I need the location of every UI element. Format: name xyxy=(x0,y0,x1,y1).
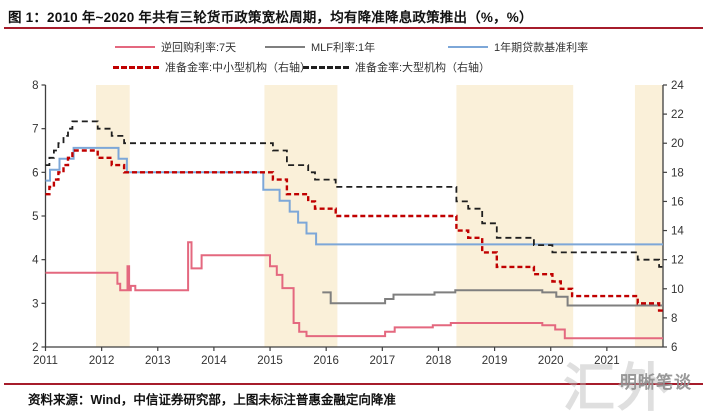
legend-swatch-reverse-repo xyxy=(115,46,155,48)
y-right-tick-label: 14 xyxy=(671,226,684,238)
legend-label: MLF利率:1年 xyxy=(311,42,376,54)
y-right-tick-label: 18 xyxy=(671,167,684,179)
legend-label: 准备金率:中小型机构（右轴） xyxy=(165,62,312,74)
y-left-tick-label: 8 xyxy=(32,80,38,92)
x-tick-label: 2011 xyxy=(33,355,58,367)
source-divider-rule xyxy=(4,383,703,385)
x-tick-label: 2017 xyxy=(370,355,396,367)
y-right-tick-label: 20 xyxy=(671,138,684,150)
series-mlf-1y xyxy=(322,289,663,307)
x-tick-label: 2019 xyxy=(482,355,508,367)
y-left-tick-label: 6 xyxy=(32,167,38,179)
legend-swatch-rrr-large xyxy=(303,65,349,69)
title-divider-rule xyxy=(4,27,703,29)
source-note: 资料来源：Wind，中信证券研究部，上图未标注普惠金融定向降准 xyxy=(28,393,396,407)
series-rrr-small-medium xyxy=(45,149,663,312)
chart-svg: 2 3 4 5 6 7 8 6 8 10 12 14 16 18 20 22 24 2011 2012 2013 201… xyxy=(32,80,684,367)
y-left-tick-label: 2 xyxy=(32,342,38,354)
legend-item-mlf: MLF利率:1年 xyxy=(265,40,375,54)
x-tick-label: 2014 xyxy=(201,355,227,367)
series-rrr-large xyxy=(45,120,663,268)
series-reverse-repo-7d xyxy=(45,241,663,340)
x-tick-label: 2015 xyxy=(257,355,283,367)
y-right-tick-label: 22 xyxy=(671,109,684,121)
y-left-tick-label: 5 xyxy=(32,211,38,223)
legend-label: 准备金率:大型机构（右轴） xyxy=(355,62,491,74)
legend-item-rrr-large: 准备金率:大型机构（右轴） xyxy=(303,60,490,74)
x-tick-label: 2013 xyxy=(145,355,171,367)
y-right-tick-label: 6 xyxy=(671,342,677,354)
easing-cycle-band xyxy=(456,85,574,347)
figure-title: 图 1：2010 年~2020 年共有三轮货币政策宽松周期，均有降准降息政策推出… xyxy=(8,10,533,25)
easing-cycle-band xyxy=(264,85,338,347)
y-left-tick-label: 7 xyxy=(32,124,38,136)
legend-item-rrr-small: 准备金率:中小型机构（右轴） xyxy=(113,60,311,74)
x-tick-label: 2020 xyxy=(538,355,564,367)
y-right-tick-label: 24 xyxy=(671,80,684,92)
y-right-tick-label: 8 xyxy=(671,313,677,325)
legend-item-reverse-repo: 逆回购利率:7天 xyxy=(115,40,236,54)
watermark-small: 明晰笔谈 xyxy=(620,373,692,392)
legend-swatch-rrr-small xyxy=(113,65,159,69)
easing-cycle-band xyxy=(96,85,130,347)
y-left-tick-label: 3 xyxy=(32,298,38,310)
series-loan-benchmark-1y xyxy=(45,146,663,246)
x-tick-label: 2016 xyxy=(313,355,339,367)
y-left-tick-label: 4 xyxy=(32,255,39,267)
y-right-tick-label: 10 xyxy=(671,284,684,296)
x-tick-label: 2018 xyxy=(426,355,452,367)
legend-label: 1年期贷款基准利率 xyxy=(494,42,589,54)
x-tick-label: 2021 xyxy=(594,355,620,367)
y-right-tick-label: 16 xyxy=(671,196,684,208)
watermark-large: 汇外网 xyxy=(563,360,672,418)
legend-swatch-loan-benchmark xyxy=(448,46,488,48)
legend-item-loan-benchmark: 1年期贷款基准利率 xyxy=(448,40,588,54)
legend-swatch-mlf xyxy=(265,46,305,48)
y-right-tick-label: 12 xyxy=(671,255,684,267)
legend-label: 逆回购利率:7天 xyxy=(161,42,237,54)
x-tick-label: 2012 xyxy=(89,355,115,367)
easing-cycle-band xyxy=(634,85,663,347)
